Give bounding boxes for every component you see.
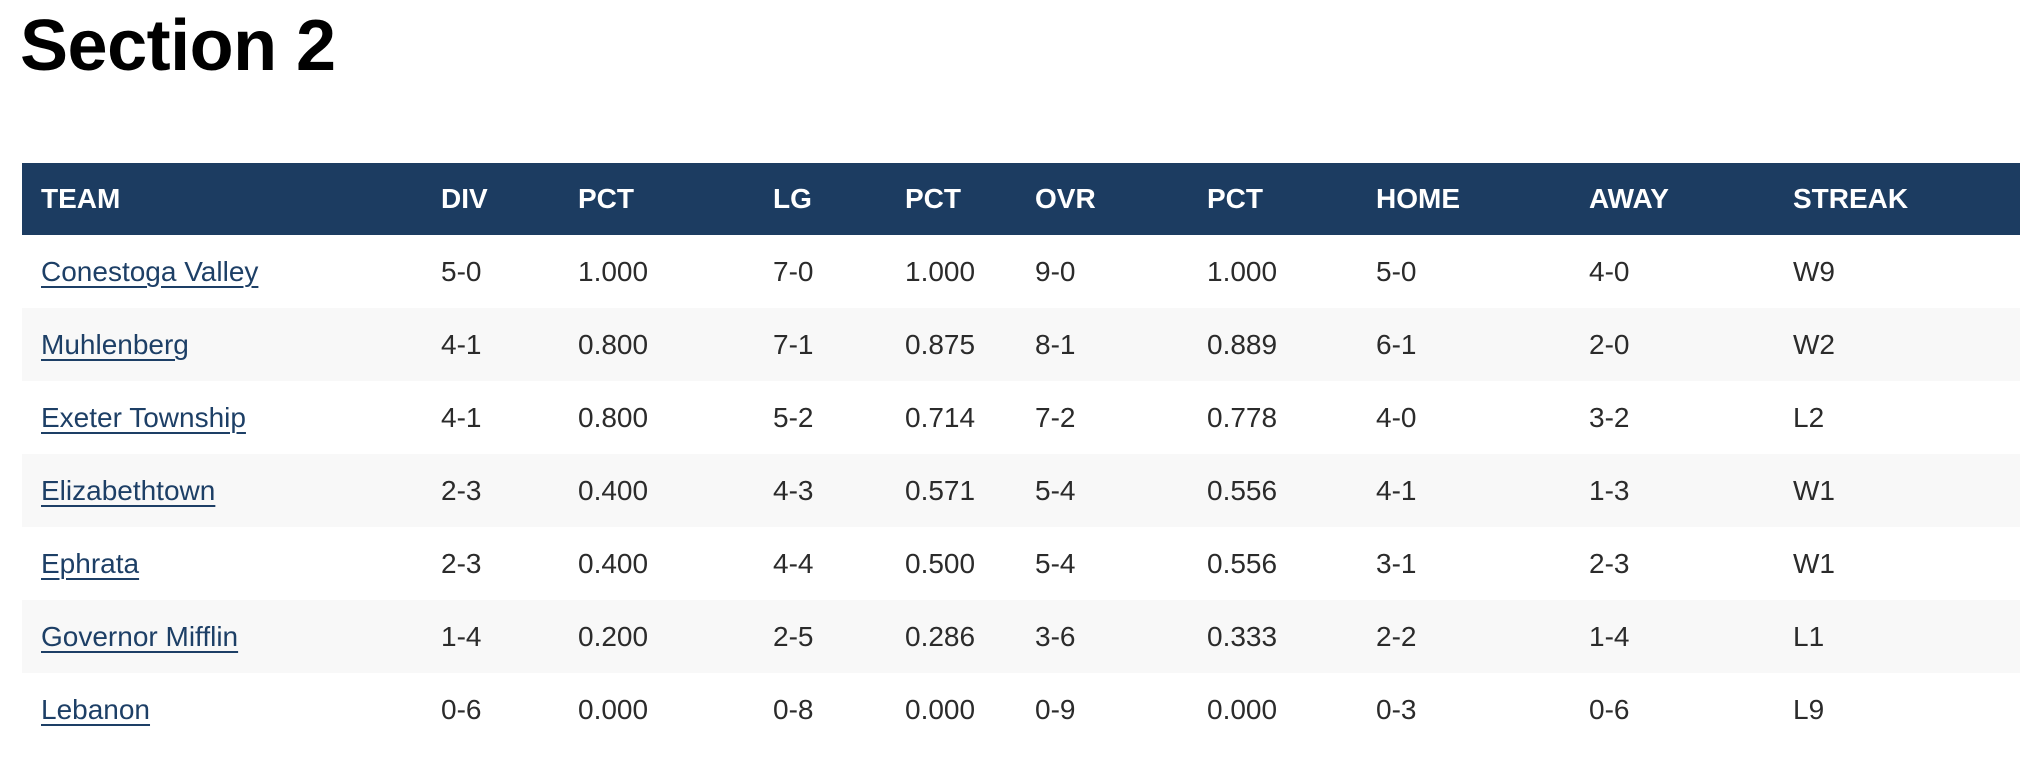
cell-ovr: 0-9	[1035, 693, 1076, 725]
cell-ovr_pct: 1.000	[1207, 255, 1278, 287]
table-header-row: TEAM DIV PCT LG PCT OVR PCT HOME AWAY STREAK	[22, 163, 2020, 235]
cell-streak: W1	[1793, 547, 1835, 579]
cell-lg_pct: 0.714	[905, 401, 976, 433]
cell-ovr_pct: 0.556	[1207, 547, 1278, 579]
table-row: Lebanon 0-6 0.000 0-8 0.000 0-9 0.000 0-3 0-6 L9	[22, 673, 2020, 746]
cell-div_pct: 0.400	[578, 474, 649, 506]
cell-ovr: 5-4	[1035, 547, 1076, 579]
cell-streak: W9	[1793, 255, 1835, 287]
cell-lg: 5-2	[773, 401, 814, 433]
column-header-team: TEAM	[22, 163, 422, 235]
table-row: Elizabethtown 2-3 0.400 4-3 0.571 5-4 0.556 4-1…	[22, 454, 2020, 527]
cell-home: 6-1	[1376, 328, 1417, 360]
cell-home: 5-0	[1376, 255, 1417, 287]
cell-lg_pct: 0.000	[905, 693, 976, 725]
cell-team: Exeter Township	[22, 381, 422, 454]
column-header-ovr_pct: PCT	[1188, 163, 1357, 235]
team-link[interactable]: Conestoga Valley	[41, 255, 259, 287]
cell-streak: W2	[1793, 328, 1835, 360]
cell-div: 5-0	[441, 255, 482, 287]
column-header-ovr: OVR	[1016, 163, 1188, 235]
cell-streak: W1	[1793, 474, 1835, 506]
cell-lg_pct: 0.571	[905, 474, 976, 506]
cell-away: 1-3	[1589, 474, 1630, 506]
cell-ovr_pct: 0.556	[1207, 474, 1278, 506]
cell-home: 4-0	[1376, 401, 1417, 433]
cell-div: 1-4	[441, 620, 482, 652]
cell-ovr_pct: 0.000	[1207, 693, 1278, 725]
cell-ovr_pct: 0.333	[1207, 620, 1278, 652]
column-header-lg_pct: PCT	[886, 163, 1016, 235]
cell-streak: L2	[1793, 401, 1825, 433]
column-header-streak: STREAK	[1774, 163, 2020, 235]
table-row: Conestoga Valley 5-0 1.000 7-0 1.000 9-0 1.000…	[22, 235, 2020, 308]
cell-ovr: 8-1	[1035, 328, 1076, 360]
cell-team: Muhlenberg	[22, 308, 422, 381]
cell-away: 2-3	[1589, 547, 1630, 579]
standings-table-body: Conestoga Valley 5-0 1.000 7-0 1.000 9-0 1.000…	[22, 235, 2020, 746]
cell-lg_pct: 0.500	[905, 547, 976, 579]
table-row: Governor Mifflin 1-4 0.200 2-5 0.286 3-6 0.333…	[22, 600, 2020, 673]
cell-lg: 7-1	[773, 328, 814, 360]
cell-lg: 0-8	[773, 693, 814, 725]
cell-team: Governor Mifflin	[22, 600, 422, 673]
cell-lg_pct: 1.000	[905, 255, 976, 287]
cell-lg: 7-0	[773, 255, 814, 287]
cell-div_pct: 0.800	[578, 401, 649, 433]
cell-lg: 4-3	[773, 474, 814, 506]
team-link[interactable]: Exeter Township	[41, 401, 246, 433]
cell-div: 2-3	[441, 474, 482, 506]
cell-ovr_pct: 0.889	[1207, 328, 1278, 360]
cell-ovr: 9-0	[1035, 255, 1076, 287]
cell-team: Conestoga Valley	[22, 235, 422, 308]
cell-home: 2-2	[1376, 620, 1417, 652]
cell-div_pct: 1.000	[578, 255, 649, 287]
standings-table-container: TEAM DIV PCT LG PCT OVR PCT HOME AWAY STREAK Cone…	[22, 163, 2020, 746]
page-title: Section 2	[20, 6, 336, 86]
column-header-lg: LG	[754, 163, 886, 235]
cell-streak: L9	[1793, 693, 1825, 725]
cell-away: 2-0	[1589, 328, 1630, 360]
cell-lg_pct: 0.286	[905, 620, 976, 652]
cell-ovr: 3-6	[1035, 620, 1076, 652]
cell-team: Lebanon	[22, 673, 422, 746]
table-row: Muhlenberg 4-1 0.800 7-1 0.875 8-1 0.889 6-1 2-0…	[22, 308, 2020, 381]
cell-ovr: 5-4	[1035, 474, 1076, 506]
column-header-away: AWAY	[1570, 163, 1774, 235]
team-link[interactable]: Governor Mifflin	[41, 620, 239, 652]
cell-team: Elizabethtown	[22, 454, 422, 527]
table-row: Ephrata 2-3 0.400 4-4 0.500 5-4 0.556 3-1 2-3 W1	[22, 527, 2020, 600]
column-header-home: HOME	[1357, 163, 1570, 235]
cell-div: 0-6	[441, 693, 482, 725]
cell-team: Ephrata	[22, 527, 422, 600]
standings-table: TEAM DIV PCT LG PCT OVR PCT HOME AWAY STREAK Cone…	[22, 163, 2020, 746]
cell-div: 2-3	[441, 547, 482, 579]
table-row: Exeter Township 4-1 0.800 5-2 0.714 7-2 0.778 4…	[22, 381, 2020, 454]
team-link[interactable]: Elizabethtown	[41, 474, 216, 506]
cell-div_pct: 0.800	[578, 328, 649, 360]
cell-home: 4-1	[1376, 474, 1417, 506]
cell-away: 4-0	[1589, 255, 1630, 287]
cell-home: 0-3	[1376, 693, 1417, 725]
cell-away: 0-6	[1589, 693, 1630, 725]
team-link[interactable]: Ephrata	[41, 547, 140, 579]
team-link[interactable]: Lebanon	[41, 693, 151, 725]
cell-lg: 2-5	[773, 620, 814, 652]
cell-div: 4-1	[441, 328, 482, 360]
team-link[interactable]: Muhlenberg	[41, 328, 189, 360]
cell-away: 1-4	[1589, 620, 1630, 652]
cell-streak: L1	[1793, 620, 1825, 652]
cell-div_pct: 0.000	[578, 693, 649, 725]
cell-div_pct: 0.200	[578, 620, 649, 652]
cell-lg: 4-4	[773, 547, 814, 579]
column-header-div: DIV	[422, 163, 559, 235]
cell-home: 3-1	[1376, 547, 1417, 579]
cell-div_pct: 0.400	[578, 547, 649, 579]
cell-lg_pct: 0.875	[905, 328, 976, 360]
cell-ovr: 7-2	[1035, 401, 1076, 433]
cell-away: 3-2	[1589, 401, 1630, 433]
cell-ovr_pct: 0.778	[1207, 401, 1278, 433]
column-header-div_pct: PCT	[559, 163, 754, 235]
cell-div: 4-1	[441, 401, 482, 433]
